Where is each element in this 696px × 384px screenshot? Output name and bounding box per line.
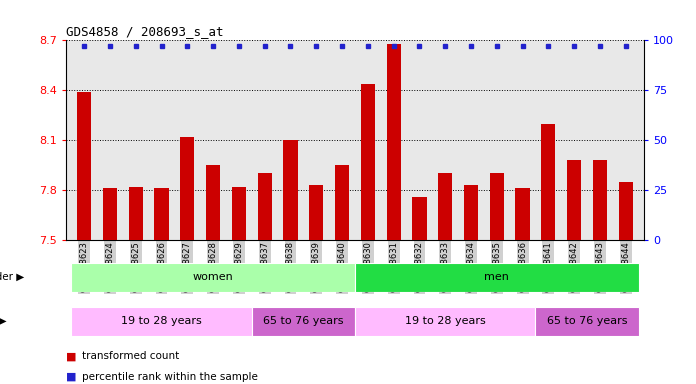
Bar bbox=[232, 187, 246, 240]
Text: 19 to 28 years: 19 to 28 years bbox=[405, 316, 486, 326]
Bar bbox=[619, 182, 633, 240]
Text: GDS4858 / 208693_s_at: GDS4858 / 208693_s_at bbox=[66, 25, 223, 38]
Text: women: women bbox=[193, 272, 233, 282]
Text: ■: ■ bbox=[66, 372, 77, 382]
Text: 65 to 76 years: 65 to 76 years bbox=[547, 316, 627, 326]
Bar bbox=[355, 263, 639, 292]
Bar bbox=[438, 174, 452, 240]
Bar bbox=[412, 197, 427, 240]
Bar bbox=[180, 137, 194, 240]
Bar bbox=[129, 187, 143, 240]
Bar bbox=[386, 44, 401, 240]
Bar bbox=[252, 307, 355, 336]
Text: 65 to 76 years: 65 to 76 years bbox=[263, 316, 344, 326]
Bar bbox=[541, 124, 555, 240]
Bar bbox=[71, 263, 355, 292]
Bar bbox=[593, 160, 607, 240]
Bar bbox=[567, 160, 581, 240]
Bar bbox=[206, 165, 220, 240]
Text: gender ▶: gender ▶ bbox=[0, 272, 24, 282]
Bar bbox=[355, 307, 535, 336]
Bar bbox=[361, 84, 375, 240]
Text: percentile rank within the sample: percentile rank within the sample bbox=[82, 372, 258, 382]
Bar bbox=[464, 185, 478, 240]
Bar bbox=[283, 140, 298, 240]
Bar bbox=[535, 307, 639, 336]
Bar bbox=[103, 189, 117, 240]
Bar bbox=[309, 185, 324, 240]
Bar bbox=[77, 92, 91, 240]
Text: 19 to 28 years: 19 to 28 years bbox=[121, 316, 202, 326]
Bar bbox=[516, 189, 530, 240]
Bar bbox=[258, 174, 272, 240]
Text: men: men bbox=[484, 272, 509, 282]
Bar bbox=[490, 174, 504, 240]
Bar bbox=[71, 307, 252, 336]
Bar bbox=[155, 189, 168, 240]
Text: transformed count: transformed count bbox=[82, 351, 180, 361]
Text: ■: ■ bbox=[66, 351, 77, 361]
Text: age ▶: age ▶ bbox=[0, 316, 6, 326]
Bar bbox=[335, 165, 349, 240]
